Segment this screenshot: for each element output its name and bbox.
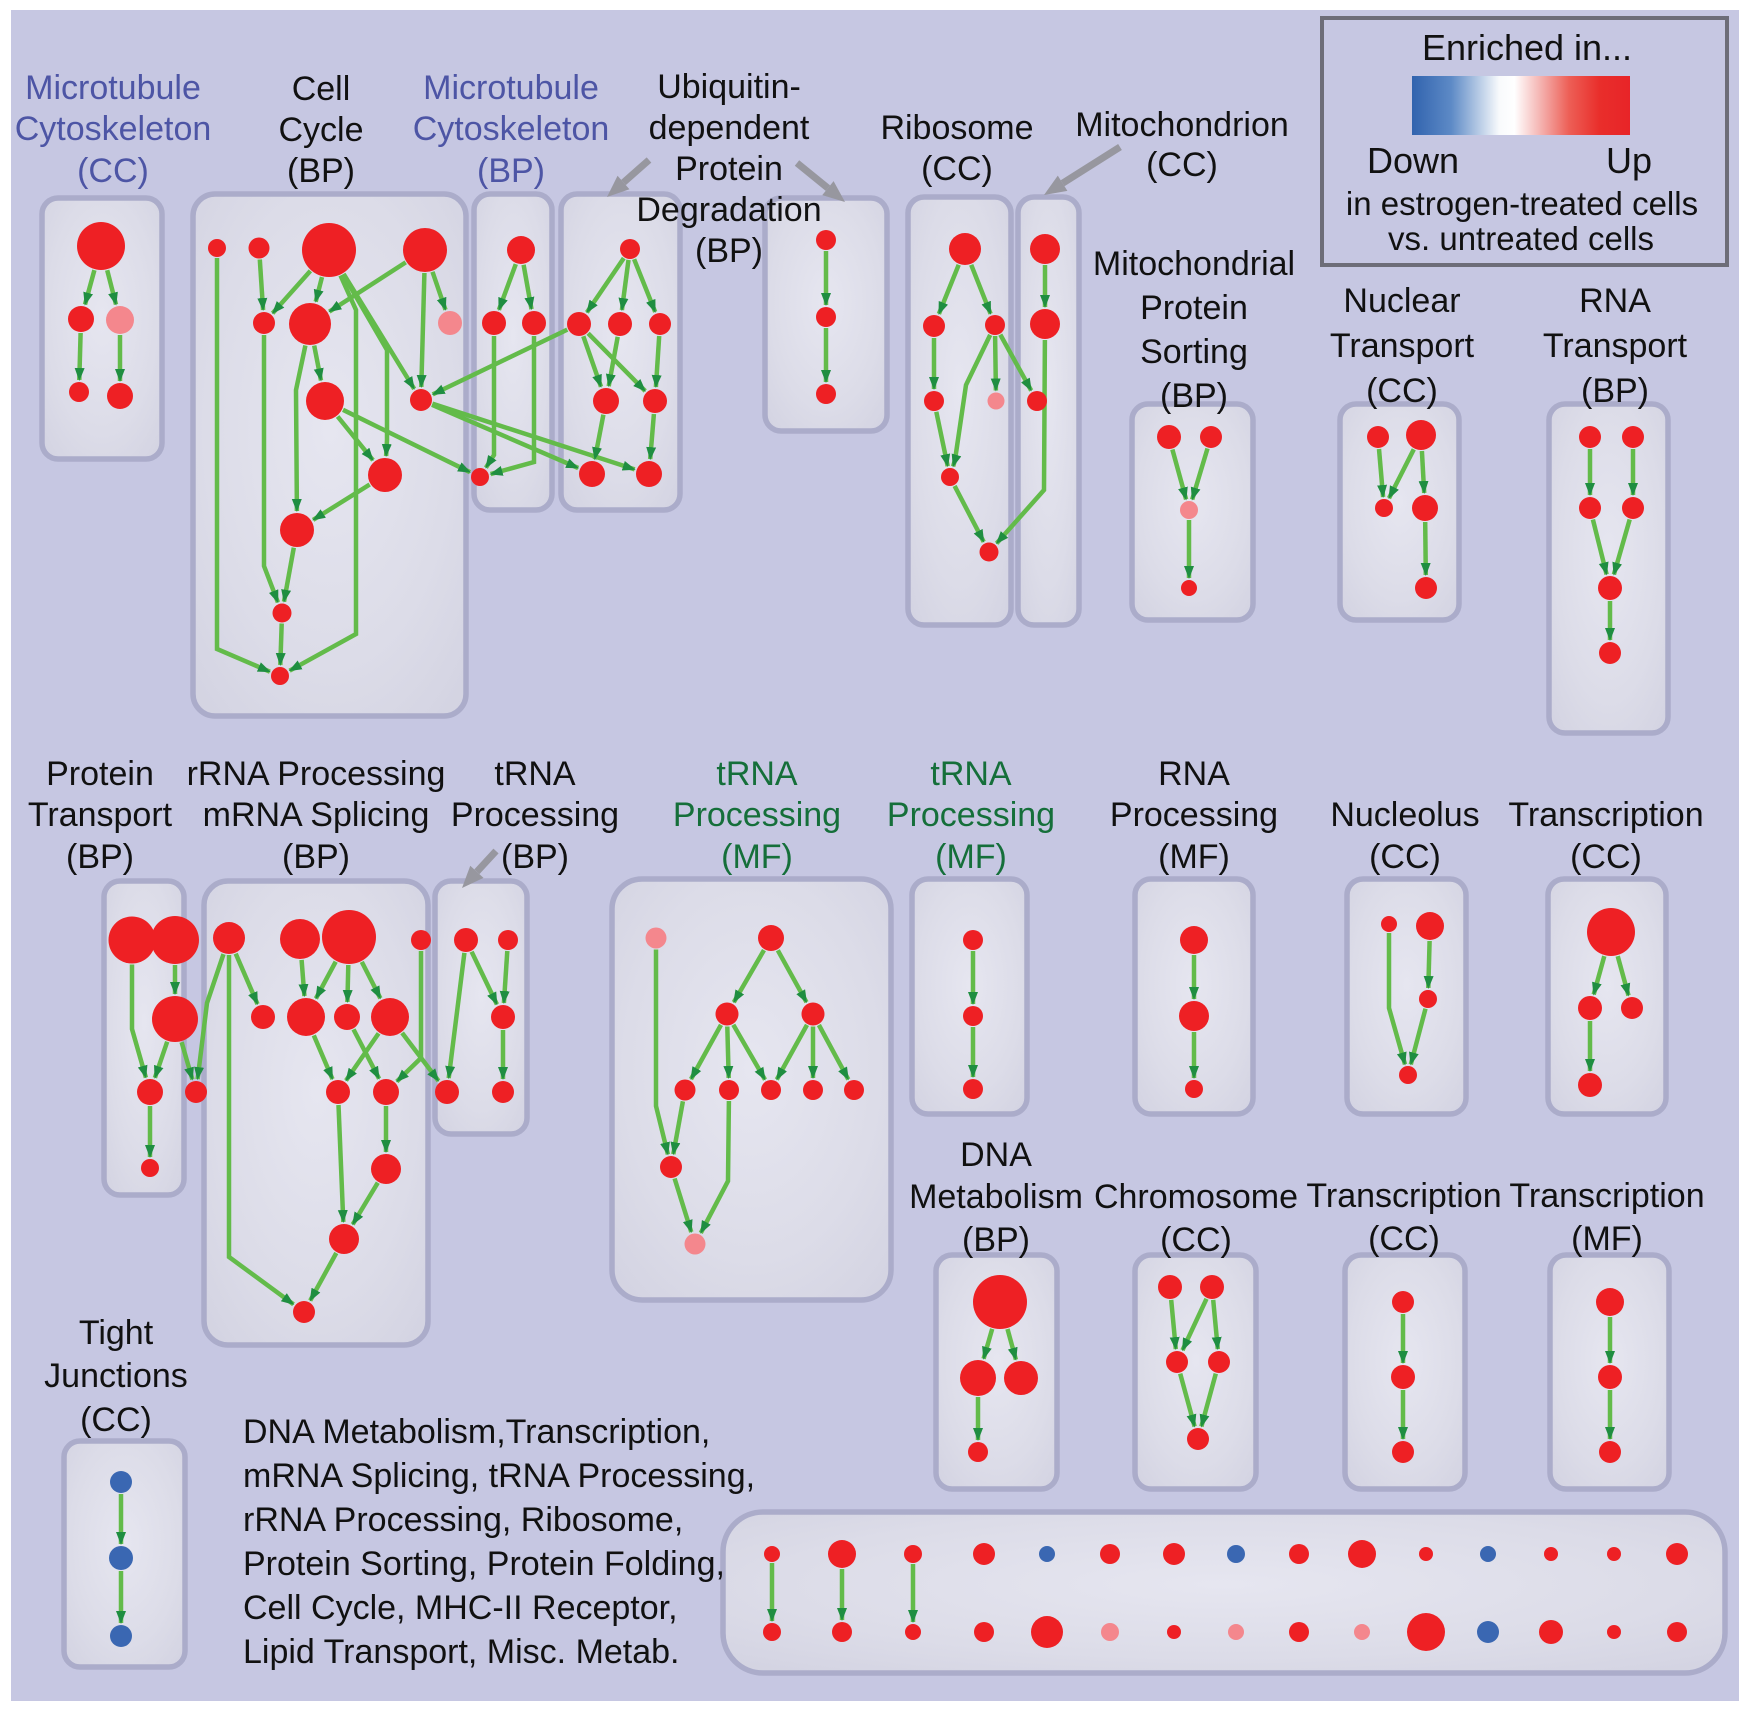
- svg-text:Cytoskeleton: Cytoskeleton: [413, 110, 610, 148]
- svg-text:(MF): (MF): [1571, 1220, 1643, 1258]
- svg-text:Processing: Processing: [1110, 796, 1278, 834]
- svg-text:Transcription: Transcription: [1508, 796, 1703, 834]
- svg-text:rRNA Processing, Ribosome,: rRNA Processing, Ribosome,: [243, 1501, 683, 1539]
- svg-text:Mitochondrion: Mitochondrion: [1075, 106, 1289, 144]
- svg-text:(CC): (CC): [80, 1401, 152, 1439]
- svg-text:tRNA: tRNA: [494, 755, 576, 793]
- svg-text:(BP): (BP): [962, 1221, 1030, 1259]
- svg-text:RNA: RNA: [1579, 282, 1651, 320]
- svg-text:DNA Metabolism,Transcription,: DNA Metabolism,Transcription,: [243, 1413, 710, 1451]
- svg-text:Nuclear: Nuclear: [1343, 282, 1460, 320]
- svg-text:(BP): (BP): [695, 232, 763, 270]
- svg-text:Lipid Transport, Misc. Metab.: Lipid Transport, Misc. Metab.: [243, 1633, 680, 1671]
- svg-text:Junctions: Junctions: [44, 1357, 188, 1395]
- svg-text:mRNA Splicing, tRNA Processing: mRNA Splicing, tRNA Processing,: [243, 1457, 755, 1495]
- svg-text:Transport: Transport: [28, 796, 173, 834]
- svg-text:Chromosome: Chromosome: [1094, 1178, 1298, 1216]
- svg-text:(CC): (CC): [1368, 1220, 1440, 1258]
- svg-text:Cytoskeleton: Cytoskeleton: [15, 110, 212, 148]
- svg-text:Transcription: Transcription: [1306, 1177, 1501, 1215]
- svg-text:(CC): (CC): [921, 150, 993, 188]
- svg-text:Protein Sorting, Protein Foldi: Protein Sorting, Protein Folding,: [243, 1545, 725, 1583]
- svg-text:Processing: Processing: [887, 796, 1055, 834]
- svg-text:(CC): (CC): [1570, 838, 1642, 876]
- svg-text:(BP): (BP): [66, 838, 134, 876]
- svg-text:in estrogen-treated cells: in estrogen-treated cells: [1346, 185, 1698, 222]
- svg-text:tRNA: tRNA: [930, 755, 1012, 793]
- svg-text:Nucleolus: Nucleolus: [1330, 796, 1479, 834]
- svg-text:Ubiquitin-: Ubiquitin-: [657, 68, 801, 106]
- svg-text:(CC): (CC): [77, 152, 149, 190]
- svg-text:(CC): (CC): [1160, 1221, 1232, 1259]
- svg-text:vs. untreated cells: vs. untreated cells: [1388, 220, 1654, 257]
- svg-text:Cycle: Cycle: [278, 111, 363, 149]
- svg-text:(MF): (MF): [1158, 838, 1230, 876]
- svg-text:(CC): (CC): [1369, 838, 1441, 876]
- svg-text:Down: Down: [1367, 140, 1459, 181]
- svg-text:Microtubule: Microtubule: [423, 69, 599, 107]
- svg-text:RNA: RNA: [1158, 755, 1230, 793]
- svg-text:Microtubule: Microtubule: [25, 69, 201, 107]
- svg-text:Mitochondrial: Mitochondrial: [1093, 245, 1295, 283]
- svg-text:Degradation: Degradation: [636, 191, 821, 229]
- svg-text:Processing: Processing: [673, 796, 841, 834]
- svg-text:Up: Up: [1606, 140, 1652, 181]
- svg-text:(BP): (BP): [1581, 372, 1649, 410]
- svg-text:Ribosome: Ribosome: [880, 109, 1033, 147]
- svg-text:(BP): (BP): [282, 838, 350, 876]
- svg-text:Processing: Processing: [451, 796, 619, 834]
- svg-text:Transport: Transport: [1330, 327, 1475, 365]
- svg-text:(MF): (MF): [721, 838, 793, 876]
- svg-text:(CC): (CC): [1146, 146, 1218, 184]
- svg-text:Tight: Tight: [79, 1314, 154, 1352]
- svg-text:dependent: dependent: [649, 109, 810, 147]
- svg-text:(MF): (MF): [935, 838, 1007, 876]
- svg-text:(BP): (BP): [477, 152, 545, 190]
- svg-text:(BP): (BP): [1160, 377, 1228, 415]
- svg-text:Protein: Protein: [675, 150, 783, 188]
- svg-text:Transport: Transport: [1543, 327, 1688, 365]
- svg-text:Metabolism: Metabolism: [909, 1178, 1083, 1216]
- svg-text:Enriched in...: Enriched in...: [1422, 27, 1632, 68]
- svg-text:DNA: DNA: [960, 1136, 1032, 1174]
- svg-text:Cell: Cell: [292, 70, 351, 108]
- svg-text:(BP): (BP): [287, 152, 355, 190]
- svg-text:Cell Cycle, MHC-II Receptor,: Cell Cycle, MHC-II Receptor,: [243, 1589, 678, 1627]
- svg-text:Transcription: Transcription: [1509, 1177, 1704, 1215]
- svg-text:(BP): (BP): [501, 838, 569, 876]
- svg-text:Sorting: Sorting: [1140, 333, 1248, 371]
- svg-text:rRNA Processing: rRNA Processing: [187, 755, 446, 793]
- svg-text:mRNA Splicing: mRNA Splicing: [203, 796, 430, 834]
- svg-text:(CC): (CC): [1366, 372, 1438, 410]
- svg-text:tRNA: tRNA: [716, 755, 798, 793]
- svg-text:Protein: Protein: [46, 755, 154, 793]
- svg-text:Protein: Protein: [1140, 289, 1248, 327]
